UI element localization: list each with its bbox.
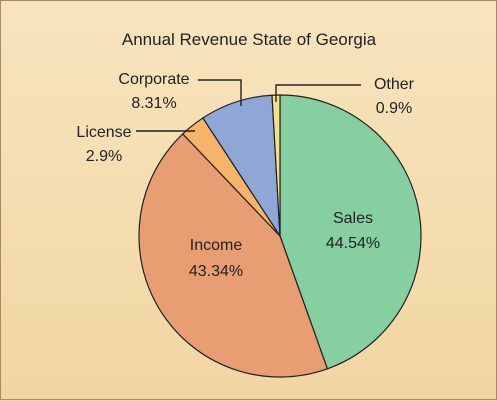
label-corporate-name: Corporate: [118, 71, 189, 88]
label-other-name: Other: [374, 76, 415, 93]
label-license-name: License: [76, 124, 131, 141]
chart-title: Annual Revenue State of Georgia: [122, 30, 377, 49]
label-sales-name: Sales: [333, 210, 373, 227]
label-income-name: Income: [190, 237, 243, 254]
label-license-value: 2.9%: [86, 148, 122, 165]
label-income-value: 43.34%: [189, 263, 243, 280]
label-corporate-value: 8.31%: [131, 95, 176, 112]
pie-slices: [138, 94, 422, 378]
leader-other: [275, 84, 361, 102]
label-sales-value: 44.54%: [326, 235, 380, 252]
pie-slice-income: [138, 133, 329, 378]
pie-slice-sales: [279, 94, 422, 370]
leader-corporate: [198, 79, 242, 106]
label-other-value: 0.9%: [376, 100, 412, 117]
